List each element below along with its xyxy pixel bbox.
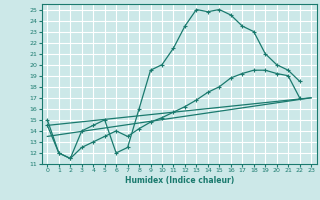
X-axis label: Humidex (Indice chaleur): Humidex (Indice chaleur) bbox=[124, 176, 234, 185]
